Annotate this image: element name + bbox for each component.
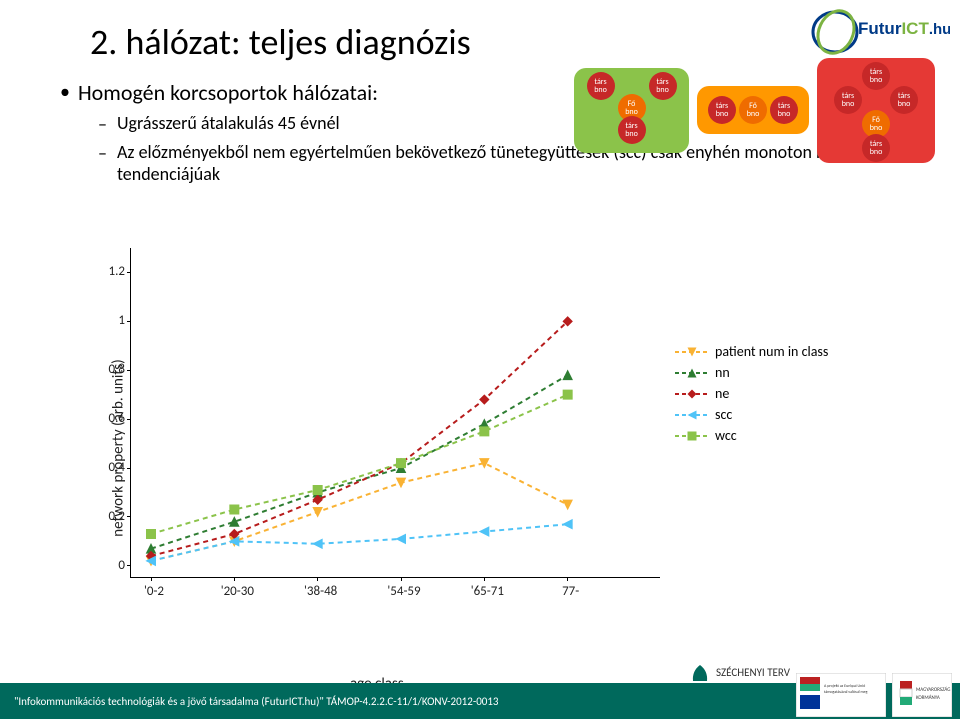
bubble: társbno [618,116,646,144]
x-tick-label: '20-30 [212,584,262,599]
series-line-nn [151,375,568,549]
y-tick-label: 1.2 [97,264,125,279]
legend-item-scc: scc [675,406,828,423]
govt-logo: MAGYARORSZÁG KORMÁNYA [892,673,952,717]
y-tick-label: 0.4 [97,460,125,475]
series-marker-wcc [313,486,322,495]
cluster-diagram: társbnotársbno Főbno társbno társbnoFőbn… [574,68,935,163]
legend-label: nn [715,364,730,381]
y-tick-label: 0.6 [97,411,125,426]
x-tick-label: '0-2 [129,584,179,599]
y-tick-label: 1 [97,313,125,328]
series-marker-scc [313,539,322,548]
x-tick-label: '65-71 [462,584,512,599]
series-marker-wcc [563,390,572,399]
bullet-text: Homogén korcsoportok hálózatai: [78,79,378,106]
bubble: társbno [587,72,615,100]
bullet-dash-icon: – [98,112,107,137]
x-tick-label: '54-59 [379,584,429,599]
legend-item-wcc: wcc [675,427,828,444]
svg-text:KORMÁNYA: KORMÁNYA [916,694,940,701]
bubble: társbno [862,134,890,162]
cluster-green: társbnotársbno Főbno társbno [574,68,689,153]
series-marker-nn [563,371,572,380]
bullet-dash-icon: – [98,141,107,166]
series-marker-wcc [230,505,239,514]
series-marker-scc [563,520,572,529]
slide: FuturICT.hu 2. hálózat: teljes diagnózis… [0,0,960,719]
cluster-orange: társbnoFőbnotársbno [697,86,809,134]
legend-label: scc [715,406,732,423]
legend-label: wcc [715,427,737,444]
y-tick-label: 0.2 [97,509,125,524]
series-marker-wcc [397,459,406,468]
series-marker-scc [480,527,489,536]
legend-label: ne [715,385,729,402]
series-line-scc [151,524,568,561]
bullet-text: Ugrásszerű átalakulás 45 évnél [117,112,340,134]
eu-project-logo: A projekt az Európai Unió támogatásával … [796,673,886,717]
y-tick-label: 0.8 [97,362,125,377]
series-line-wcc [151,395,568,534]
series-line-ne [151,321,568,556]
chart-legend: patient num in class nn ne scc wcc [675,343,828,448]
series-marker-scc [397,534,406,543]
svg-text:MAGYARORSZÁG: MAGYARORSZÁG [916,686,950,693]
bubble: társbno [708,96,736,124]
cluster-red: társbno társbnotársbno Főbno társbno [817,58,935,163]
bubble: társbno [770,96,798,124]
szechenyi-text: SZÉCHENYI TERV [716,666,790,679]
slide-title: 2. hálózat: teljes diagnózis [90,20,900,64]
legend-label: patient num in class [715,343,828,360]
svg-text:A projekt az Európai Unió: A projekt az Európai Unió [824,684,865,689]
y-tick-label: 0 [97,558,125,573]
series-marker-wcc [147,530,156,539]
svg-text:támogatásával valósul meg: támogatásával valósul meg [824,690,868,695]
bubble: társbno [649,72,677,100]
chart-container: network property (arb. units) 00.20.40.6… [90,248,870,648]
series-marker-patient_num [563,500,572,509]
bullet-dot-icon: • [60,79,70,105]
x-tick-label: '38-48 [296,584,346,599]
legend-item-ne: ne [675,385,828,402]
footer-logo-group: A projekt az Európai Unió támogatásával … [796,673,952,717]
svg-text:FuturICT.hu: FuturICT.hu [858,19,950,38]
series-marker-patient_num [313,508,322,517]
series-marker-ne [480,395,489,404]
futurict-logo: FuturICT.hu [810,4,950,59]
footer-text: "Infokommunikációs technológiák és a jöv… [14,695,499,708]
bubble: társbno [834,86,862,114]
legend-item-nn: nn [675,364,828,381]
series-marker-wcc [480,427,489,436]
x-tick-label: 77- [546,584,596,599]
szechenyi-plan-logo: SZÉCHENYI TERV [690,661,790,683]
bubble: Főbno [739,96,767,124]
chart-plot: 00.20.40.60.811.2'0-2'20-30'38-48'54-59'… [130,248,660,578]
bubble: társbno [890,86,918,114]
legend-item-patient_num: patient num in class [675,343,828,360]
